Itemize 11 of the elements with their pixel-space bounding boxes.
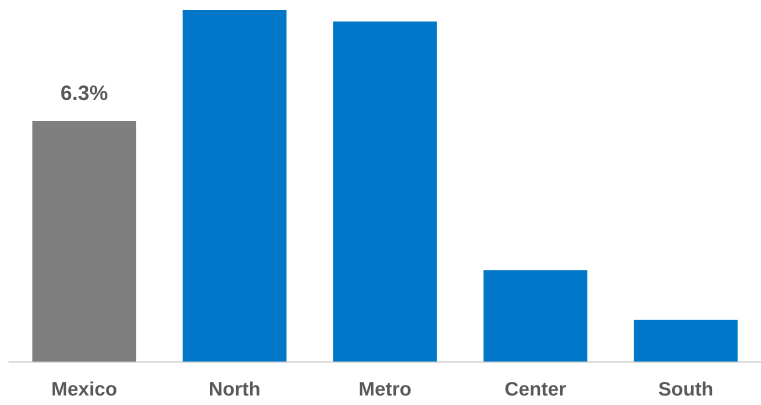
bar [182, 10, 286, 362]
bar [32, 120, 136, 362]
x-tick-label: North [210, 381, 260, 396]
bar [634, 320, 738, 362]
x-tick-label: South [658, 381, 712, 396]
bar [484, 270, 588, 362]
bar [333, 21, 437, 362]
x-tick-label: Center [505, 382, 566, 396]
data-label: 6.3% [61, 85, 108, 100]
x-tick-label: Mexico [52, 381, 116, 396]
x-tick-label: Metro [360, 382, 411, 396]
